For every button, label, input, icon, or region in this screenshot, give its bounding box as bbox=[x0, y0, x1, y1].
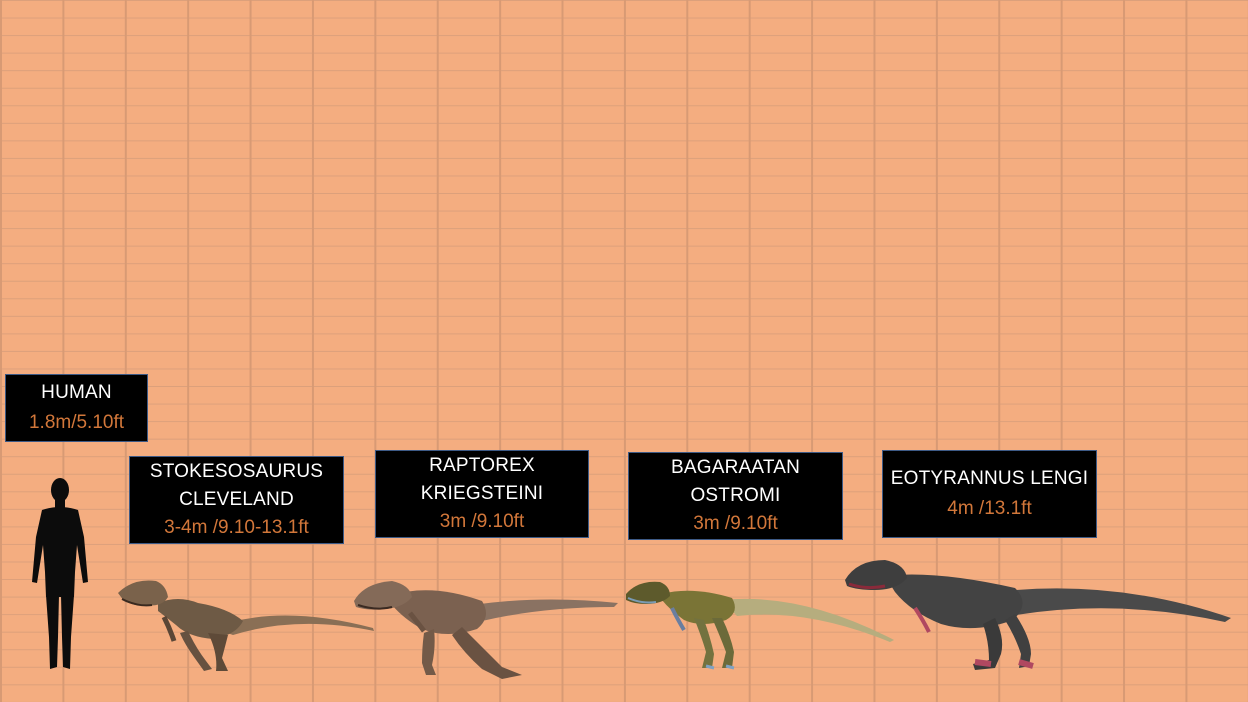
stokesosaurus-size: 3-4m /9.10-13.1ft bbox=[164, 517, 309, 538]
human-name: HUMAN bbox=[41, 382, 112, 403]
stokesosaurus-figure-icon bbox=[118, 573, 378, 678]
raptorex-size: 3m /9.10ft bbox=[439, 511, 525, 532]
bagaraatan-size: 3m /9.10ft bbox=[693, 513, 778, 534]
eotyrannus-figure-icon bbox=[845, 558, 1235, 676]
human-silhouette-icon bbox=[30, 477, 90, 672]
raptorex-name-line-2: KRIEGSTEINI bbox=[420, 483, 544, 504]
label-eotyrannus: EOTYRANNUS LENGI 4m /13.1ft bbox=[882, 450, 1097, 538]
human-size: 1.8m/5.10ft bbox=[28, 412, 125, 433]
bagaraatan-name-line-2: OSTROMI bbox=[690, 485, 781, 506]
bagaraatan-name-line-1: BAGARAATAN bbox=[670, 457, 801, 478]
label-stokesosaurus: STOKESOSAURUS CLEVELAND 3-4m /9.10-13.1f… bbox=[129, 456, 344, 544]
label-raptorex: RAPTOREX KRIEGSTEINI 3m /9.10ft bbox=[375, 450, 589, 538]
eotyrannus-name: EOTYRANNUS LENGI bbox=[890, 468, 1089, 489]
bagaraatan-figure-icon bbox=[622, 578, 897, 673]
stokesosaurus-name-line-2: CLEVELAND bbox=[179, 489, 294, 510]
raptorex-figure-icon bbox=[352, 577, 622, 682]
label-bagaraatan: BAGARAATAN OSTROMI 3m /9.10ft bbox=[628, 452, 843, 540]
stokesosaurus-name-line-1: STOKESOSAURUS bbox=[149, 461, 324, 482]
label-human: HUMAN 1.8m/5.10ft bbox=[5, 374, 148, 442]
raptorex-name-line-1: RAPTOREX bbox=[429, 455, 535, 476]
eotyrannus-size: 4m /13.1ft bbox=[947, 498, 1032, 519]
